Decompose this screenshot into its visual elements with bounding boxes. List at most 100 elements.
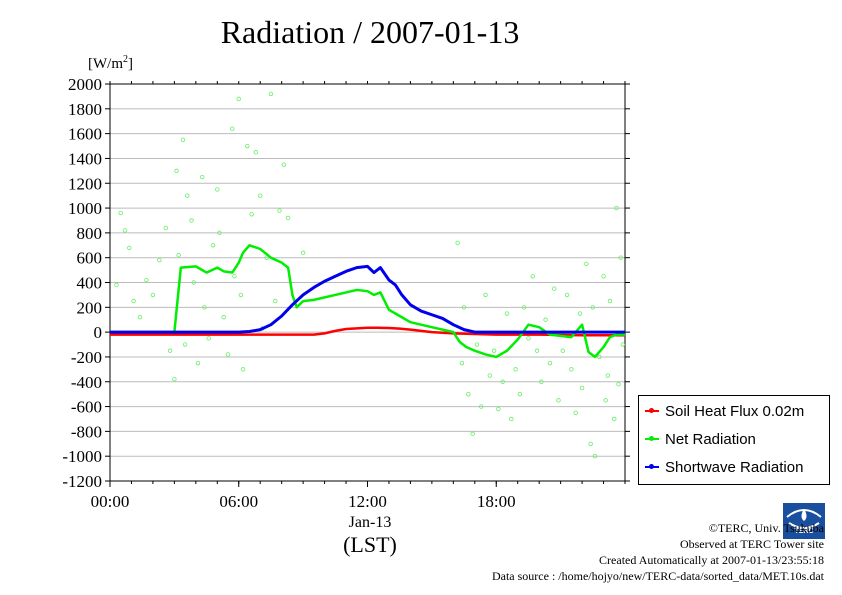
logo-text: TERC [794, 528, 814, 535]
credit-line-created: Created Automatically at 2007-01-13/23:5… [599, 553, 824, 567]
plot-frame [109, 83, 626, 482]
legend-swatch-green [645, 436, 659, 441]
scatter-point [163, 225, 168, 231]
scatter-point [577, 311, 583, 316]
scatter-point [127, 245, 132, 250]
chart-credits: ©TERC, Univ. Tsukuba Observed at TERC To… [492, 520, 824, 584]
scatter-point [195, 360, 201, 366]
y-tick-label: -600 [71, 398, 102, 417]
scatter-point [539, 379, 544, 384]
x-tick-label: 12:00 [348, 492, 387, 511]
scatter-point [543, 317, 548, 322]
scatter-point [597, 354, 602, 360]
scatter-point [612, 416, 617, 422]
scatter-point [534, 348, 540, 353]
scatter-point [191, 280, 196, 285]
scatter-point [285, 215, 291, 221]
scatter-point [174, 168, 179, 174]
scatter-point [607, 298, 613, 304]
scatter-point [455, 240, 460, 245]
terc-logo-icon [783, 503, 825, 539]
scatter-point [556, 398, 561, 403]
scatter-point [176, 253, 181, 258]
scatter-point [150, 292, 156, 298]
scatter-point [620, 342, 626, 347]
scatter-point [618, 255, 623, 260]
scatter-point [232, 274, 237, 279]
scatter-point [504, 311, 510, 316]
scatter-point [521, 305, 527, 310]
scatter-point [605, 373, 611, 378]
y-tick-label: 0 [94, 323, 103, 342]
y-tick-label: 400 [77, 274, 103, 293]
scatter-point [530, 274, 535, 279]
scatter-point [137, 315, 143, 320]
x-tick-label: 18:00 [477, 492, 516, 511]
scatter-point [496, 406, 501, 412]
scatter-point [258, 193, 263, 198]
scatter-point [281, 162, 287, 167]
scatter-point [487, 373, 493, 378]
scatter-point [210, 243, 216, 248]
scatter-point [569, 367, 574, 372]
credit-line-site: Observed at TERC Tower site [679, 537, 824, 551]
legend-item-shortwave-radiation: Shortwave Radiation [645, 456, 803, 478]
scatter-point [202, 305, 207, 310]
scatter-point [483, 292, 488, 298]
y-tick-label: 1400 [68, 149, 102, 168]
credit-line-copyright: ©TERC, Univ. Tsukuba [708, 521, 824, 535]
legend-item-soil-heat-flux: Soil Heat Flux 0.02m [645, 400, 804, 422]
scatter-point [590, 305, 596, 310]
scatter-point [225, 352, 231, 357]
x-axis-date-label: Jan-13 [348, 514, 392, 531]
scatter-point [601, 274, 606, 279]
scatter-point [131, 298, 136, 304]
scatter-point [592, 453, 598, 459]
scatter-point [517, 391, 523, 397]
y-tick-label: 1200 [68, 174, 102, 193]
scatter-point [185, 193, 190, 198]
scatter-point [588, 441, 593, 446]
scatter-point [500, 379, 505, 384]
legend-label: Net Radiation [665, 430, 756, 448]
scatter-point [509, 416, 514, 422]
scatter-point [230, 126, 235, 131]
scatter-point [236, 96, 241, 102]
y-tick-label: 1600 [68, 125, 102, 144]
scatter-point [513, 367, 518, 372]
y-tick-label: -1200 [62, 472, 102, 491]
scatter-point [245, 143, 250, 149]
scatter-point [474, 342, 480, 347]
legend-label: Shortwave Radiation [665, 458, 804, 476]
legend-swatch-blue [645, 464, 659, 469]
scatter-point [118, 210, 123, 216]
chart-title: Radiation / 2007-01-13 [220, 14, 520, 50]
scatter-point [461, 305, 467, 310]
scatter-point [603, 398, 608, 403]
scatter-point [547, 360, 553, 366]
y-tick-label: 800 [77, 224, 103, 243]
x-axis-unit-label: (LST) [343, 532, 397, 557]
scatter-point [614, 205, 619, 211]
y-tick-label: 600 [77, 249, 103, 268]
chart-legend: Soil Heat Flux 0.02m Net Radiation Short… [638, 395, 830, 485]
series-line-soil-heat-flux-0-02m [110, 326, 625, 337]
scatter-point [215, 187, 220, 192]
y-tick-label: 1800 [68, 100, 102, 119]
scatter-point [172, 377, 177, 382]
y-tick-label: 200 [77, 298, 103, 317]
scatter-point [268, 91, 274, 97]
scatter-point [240, 367, 246, 372]
scatter-point [217, 230, 222, 236]
scatter-point [200, 174, 205, 180]
scatter-point [466, 391, 471, 397]
scatter-point [300, 250, 306, 255]
scatter-point [560, 348, 565, 353]
scatter-point [526, 336, 531, 341]
scatter-point [182, 342, 188, 347]
credit-line-source: Data source : /home/hojyo/new/TERC-data/… [491, 569, 824, 583]
scatter-point [157, 257, 162, 263]
scatter-point [579, 385, 585, 391]
series-line-shortwave-radiation [110, 264, 625, 334]
